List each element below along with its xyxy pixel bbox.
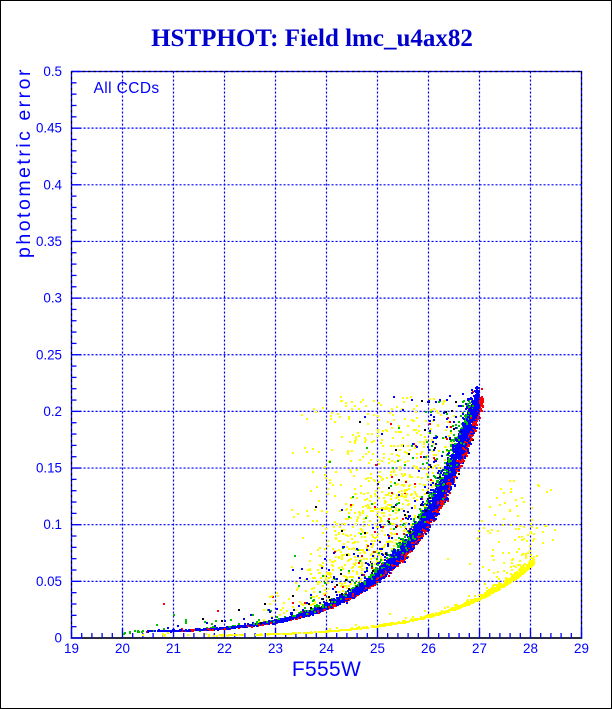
svg-text:0.4: 0.4 [43, 177, 62, 192]
svg-text:19: 19 [64, 641, 79, 656]
svg-text:28: 28 [523, 641, 538, 656]
svg-text:29: 29 [574, 641, 589, 656]
svg-text:0.15: 0.15 [36, 461, 62, 476]
svg-text:0.5: 0.5 [43, 64, 62, 79]
svg-text:All CCDs: All CCDs [94, 80, 160, 97]
svg-text:F555W: F555W [292, 658, 361, 681]
svg-text:21: 21 [166, 641, 181, 656]
svg-text:0.45: 0.45 [36, 121, 62, 136]
svg-text:HSTPHOT: Field lmc_u4ax82: HSTPHOT: Field lmc_u4ax82 [151, 25, 473, 52]
svg-text:0.2: 0.2 [43, 404, 62, 419]
svg-text:24: 24 [319, 641, 334, 656]
svg-text:0: 0 [55, 631, 62, 646]
svg-text:25: 25 [370, 641, 385, 656]
svg-text:0.3: 0.3 [43, 291, 62, 306]
svg-text:0.35: 0.35 [36, 234, 62, 249]
svg-text:0.1: 0.1 [43, 517, 62, 532]
svg-text:23: 23 [268, 641, 283, 656]
svg-text:0.05: 0.05 [36, 574, 62, 589]
svg-text:27: 27 [472, 641, 487, 656]
svg-text:photometric error: photometric error [13, 67, 35, 258]
svg-text:20: 20 [115, 641, 130, 656]
svg-text:0.25: 0.25 [36, 347, 62, 362]
svg-text:22: 22 [217, 641, 232, 656]
svg-text:26: 26 [421, 641, 436, 656]
